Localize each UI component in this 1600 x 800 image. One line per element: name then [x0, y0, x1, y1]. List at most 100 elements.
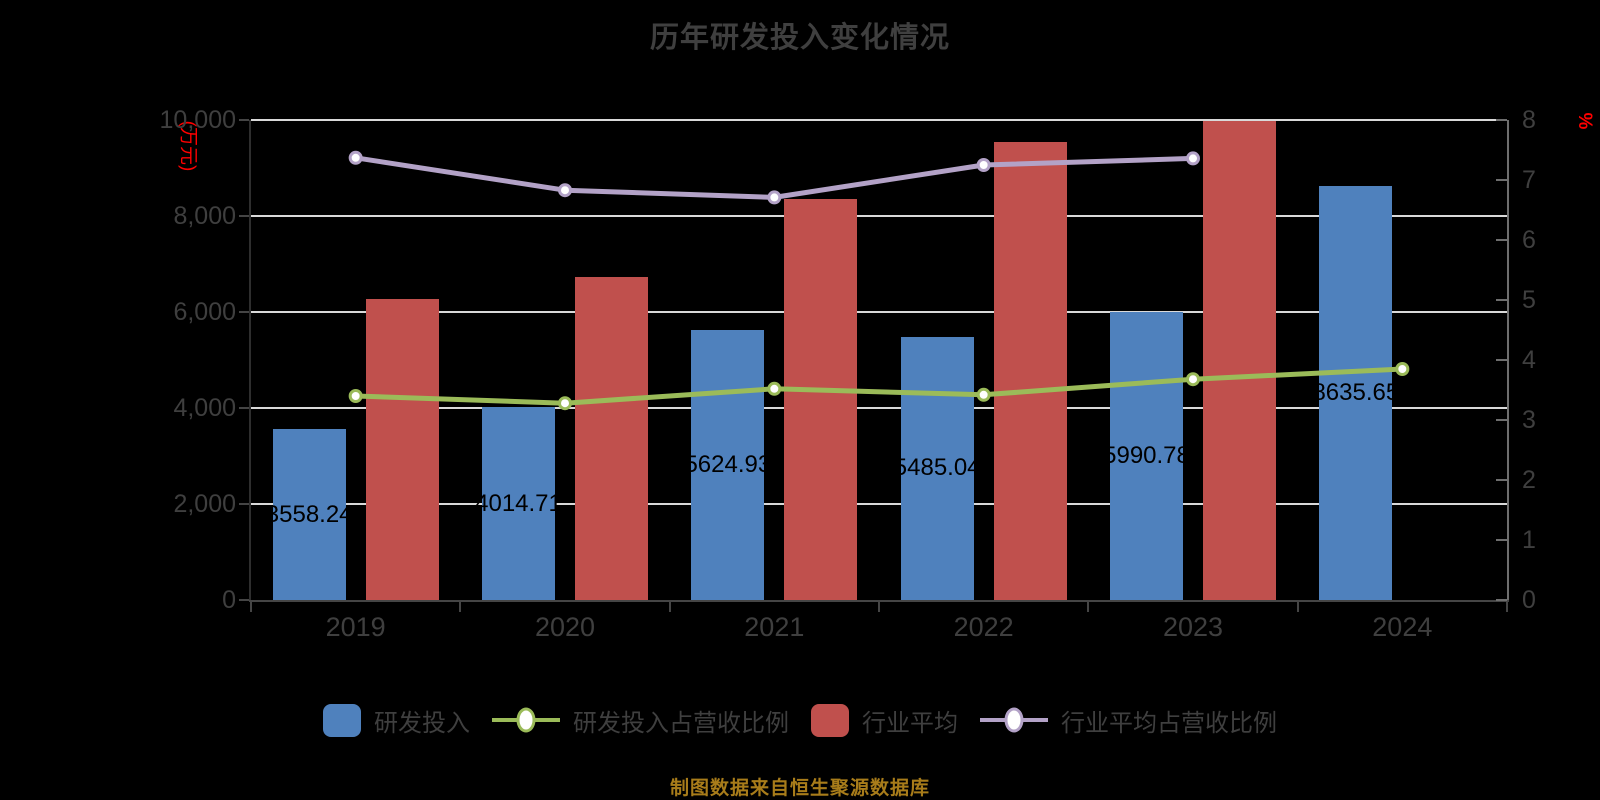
industry-average-bar: [365, 299, 439, 600]
x-axis-tick: [878, 602, 880, 612]
x-axis-tick: [1087, 602, 1089, 612]
rd-investment-value-label: 5990.78: [1103, 442, 1190, 470]
right-axis-label: 8: [1522, 106, 1536, 134]
rd-investment-value-label: 3558.24: [265, 500, 353, 528]
rd-ratio-marker: [558, 396, 572, 411]
rd-investment-bar: [482, 407, 555, 600]
right-axis-tick: [1496, 359, 1507, 361]
line-series-overlay: [348, 150, 1410, 411]
right-axis-label: 6: [1522, 226, 1536, 254]
gridline: [251, 119, 1507, 121]
legend-label-industry-ratio: 行业平均占营收比例: [1061, 709, 1277, 737]
left-axis-tick: [239, 119, 249, 121]
x-axis-label-2019: 2019: [325, 612, 386, 642]
right-axis-label: 3: [1522, 406, 1536, 434]
right-axis-label: 2: [1522, 466, 1536, 494]
rd-investment-bar: [1319, 185, 1393, 600]
rd-ratio-marker: [1395, 362, 1410, 376]
gridline: [251, 407, 1507, 409]
legend-label-rd-investment: 研发投入: [374, 709, 470, 737]
rd-investment-value-label: 5624.93: [684, 451, 772, 478]
chart-title: 历年研发投入变化情况: [649, 22, 950, 54]
legend-item-industry-ratio: 行业平均占营收比例: [980, 703, 1277, 738]
left-axis-label: 0: [222, 586, 236, 614]
x-axis-line: [249, 600, 1509, 602]
rd-investment-bar: [1110, 312, 1183, 600]
legend-item-rd-ratio: 研发投入占营收比例: [492, 703, 789, 738]
right-axis-tick: [1496, 299, 1507, 301]
x-axis-label-2021: 2021: [744, 612, 805, 642]
right-axis-label: 7: [1522, 166, 1536, 194]
right-axis-tick: [1496, 539, 1507, 541]
legend-label-rd-ratio: 研发投入占营收比例: [573, 709, 789, 737]
rd-ratio-marker: [767, 381, 782, 396]
industry-ratio-legend-swatch: [980, 704, 1048, 736]
left-axis-tick: [239, 311, 249, 313]
left-axis-label: 6,000: [173, 298, 236, 326]
rd-investment-legend-swatch: [323, 703, 361, 737]
right-axis-line: [1507, 120, 1509, 602]
rd-investment-value-label: 4014.71: [475, 489, 562, 517]
rd-investment-bar: [900, 336, 974, 600]
right-axis-label: 0: [1522, 586, 1536, 614]
rd-ratio-marker: [1186, 372, 1200, 387]
right-axis-tick: [1496, 239, 1507, 241]
left-axis-tick: [239, 503, 249, 505]
rd-investment-value-label: 8635.65: [1312, 378, 1400, 406]
footer-note: 制图数据来自恒生聚源数据库: [669, 778, 930, 799]
left-axis-tick: [239, 599, 249, 601]
rd-investment-bar: [691, 330, 765, 600]
industry-ratio-marker: [976, 158, 991, 172]
right-axis-tick: [1496, 419, 1507, 421]
plot-area: 3558.24 4014.71 5624.93 5485.04 5990.78 8635.…: [251, 119, 1507, 600]
right-axis-tick: [1496, 599, 1507, 601]
legend-item-rd-investment: 研发投入: [323, 703, 470, 738]
left-axis-label: 10,000: [159, 106, 236, 134]
industry-ratio-marker: [767, 190, 782, 205]
x-axis-tick: [1297, 602, 1299, 612]
industry-average-bar: [1203, 121, 1276, 600]
gridline: [251, 215, 1507, 217]
x-axis-label-2024: 2024: [1372, 612, 1433, 642]
rd-ratio-marker: [348, 389, 363, 403]
legend-label-industry-average: 行业平均: [862, 709, 958, 737]
rd-investment-value-label: 5485.04: [893, 454, 981, 482]
industry-ratio-marker: [1186, 151, 1200, 166]
industry-average-legend-swatch: [811, 703, 849, 737]
x-axis-tick: [669, 602, 671, 612]
right-axis-tick: [1496, 179, 1507, 181]
rd-ratio-line: [355, 366, 1403, 406]
left-axis-label: 2,000: [173, 490, 236, 518]
x-axis-tick: [250, 602, 252, 612]
legend-item-industry-average: 行业平均: [811, 703, 958, 738]
x-axis-label-2020: 2020: [534, 612, 596, 642]
rd-ratio-legend-marker: [516, 707, 536, 733]
rd-investment-bar: [272, 429, 346, 600]
rd-ratio-legend-swatch: [492, 704, 560, 736]
left-axis-tick: [239, 407, 249, 409]
industry-average-bar: [575, 276, 648, 600]
x-axis-label-2022: 2022: [953, 612, 1014, 642]
x-axis-tick: [459, 602, 461, 612]
rd-ratio-marker: [976, 387, 991, 402]
gridline: [251, 311, 1507, 313]
right-axis-tick: [1496, 119, 1507, 121]
industry-ratio-marker: [348, 150, 363, 165]
right-axis-unit: %: [1574, 112, 1595, 130]
x-axis-tick: [1506, 602, 1508, 612]
legend: 研发投入 研发投入占营收比例 行业平均 行业平均占营收比例: [0, 699, 1600, 741]
left-axis-label: 8,000: [173, 202, 236, 230]
right-axis-tick: [1496, 479, 1507, 481]
industry-ratio-marker: [558, 183, 572, 198]
left-axis-label: 4,000: [173, 394, 236, 422]
industry-average-bar: [993, 141, 1067, 600]
x-axis-label-2023: 2023: [1162, 612, 1224, 642]
left-axis-line: [249, 120, 251, 602]
industry-average-bar: [784, 198, 858, 600]
right-axis-label: 1: [1522, 526, 1536, 554]
left-axis-tick: [239, 215, 249, 217]
right-axis-label: 4: [1522, 346, 1536, 374]
gridline: [251, 503, 1507, 505]
industry-ratio-legend-marker: [1004, 707, 1024, 733]
